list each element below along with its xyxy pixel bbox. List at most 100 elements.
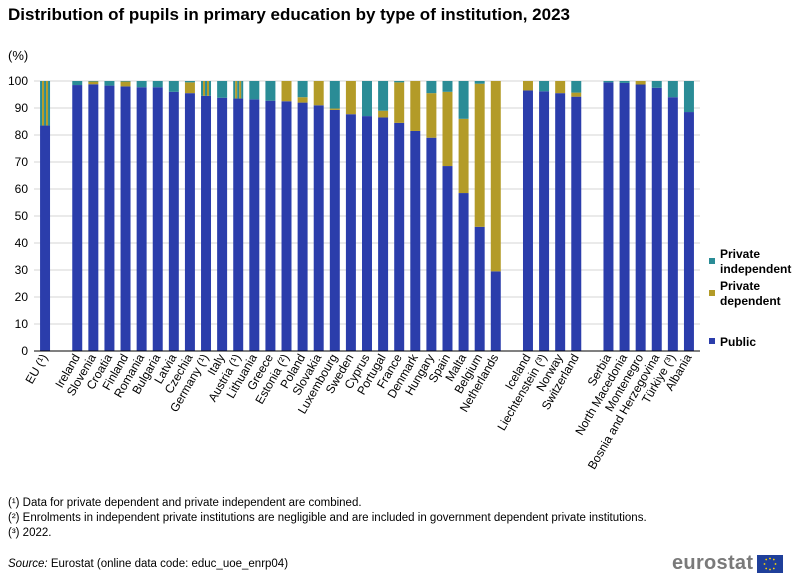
bar-segment-public <box>378 117 389 351</box>
bar-segment-public <box>539 91 550 351</box>
bar-segment-private-combined <box>209 81 212 96</box>
bar-segment-private-dependent <box>281 81 292 102</box>
bar-segment-public <box>522 90 533 351</box>
bar-segment-private-dependent <box>297 97 308 103</box>
bar-segment-public <box>667 97 678 351</box>
y-tick-label: 30 <box>15 263 29 277</box>
bar-segment-public <box>72 85 83 352</box>
bar-segment-private-dependent <box>555 81 566 94</box>
unit-label: (%) <box>8 48 29 63</box>
source-line: Source: Eurostat (online data code: educ… <box>8 558 288 570</box>
bar-segment-public <box>474 226 485 351</box>
y-tick-label: 50 <box>15 209 29 223</box>
bar-segment-public <box>345 114 356 352</box>
bar-segment-private-dependent <box>635 81 646 85</box>
bar-segment-private-independent <box>168 81 179 92</box>
y-tick-label: 90 <box>15 101 29 115</box>
bar-segment-public <box>120 86 131 352</box>
bar-segment-private-combined <box>237 81 240 99</box>
bar-segment-public <box>490 271 501 351</box>
y-tick-label: 60 <box>15 182 29 196</box>
bar-segment-private-dependent <box>458 118 469 194</box>
bar-segment-private-independent <box>651 81 662 88</box>
bar-segment-private-combined <box>201 81 204 96</box>
bar-segment-private-independent <box>683 81 694 113</box>
source-text: Eurostat (online data code: educ_uoe_enr… <box>47 558 289 570</box>
bar-segment-public <box>201 95 212 351</box>
bar-segment-private-dependent <box>442 91 453 167</box>
bar-segment-private-dependent <box>313 81 324 106</box>
bar-segment-private-dependent <box>88 81 99 85</box>
eu-flag-icon <box>757 554 784 573</box>
bar-segment-public <box>555 93 566 352</box>
bar-segment-public <box>249 99 260 351</box>
bar-segment-private-independent <box>474 81 485 84</box>
bar-segment-private-independent <box>329 81 340 109</box>
bar-segment-private-dependent <box>345 81 356 115</box>
bar-segment-public <box>683 112 694 351</box>
bar-segment-public <box>329 109 340 351</box>
footnote-1: (¹) Data for private dependent and priva… <box>8 497 362 509</box>
y-tick-label: 70 <box>15 155 29 169</box>
bar-segment-private-combined <box>42 81 45 126</box>
bar-segment-private-combined <box>203 81 206 96</box>
legend-swatch <box>709 258 715 264</box>
bar-segment-private-combined <box>44 81 47 126</box>
footnote-3: (³) 2022. <box>8 527 52 539</box>
bar-segment-private-dependent <box>378 110 389 118</box>
bar-segment-private-independent <box>619 81 630 83</box>
y-tick-label: 80 <box>15 128 29 142</box>
bar-segment-private-independent <box>104 81 115 86</box>
bar-segment-private-dependent <box>329 108 340 110</box>
bar-segment-public <box>619 82 630 351</box>
bar-segment-private-combined <box>235 81 238 99</box>
y-tick-label: 0 <box>21 344 28 358</box>
bar-segment-private-combined <box>233 81 236 99</box>
y-tick-label: 100 <box>8 74 28 88</box>
bar-segment-public <box>40 125 51 351</box>
legend-label: Private independent <box>720 247 791 276</box>
bar-segment-private-independent <box>539 81 550 92</box>
bar-segment-public <box>410 130 421 351</box>
bar-segment-private-independent <box>120 81 131 82</box>
logo-text: eurostat <box>672 552 754 574</box>
bar-segment-public <box>651 87 662 351</box>
bar-segment-private-independent <box>442 81 453 92</box>
bar-segment-private-dependent <box>120 81 131 87</box>
bar-segment-private-dependent <box>410 81 421 131</box>
legend-label: Private dependent <box>720 279 781 308</box>
bar-segment-public <box>313 105 324 351</box>
bar-segment-private-dependent <box>490 81 501 272</box>
bar-segment-private-independent <box>72 81 83 86</box>
bar-segment-private-dependent <box>522 81 533 91</box>
legend-swatch <box>709 290 715 296</box>
bar-segment-private-independent <box>152 81 163 88</box>
bar-segment-public <box>362 116 372 351</box>
bar-segment-public <box>635 84 646 351</box>
y-tick-label: 20 <box>15 290 29 304</box>
bar-segment-public <box>571 96 582 351</box>
bar-segment-private-dependent <box>571 92 582 97</box>
bar-segment-public <box>233 98 244 351</box>
bar-segment-public <box>152 87 163 352</box>
bar-segment-private-independent <box>88 81 99 82</box>
y-tick-label: 40 <box>15 236 29 250</box>
bar-segment-public <box>184 93 195 352</box>
bar-segment-public <box>104 85 115 351</box>
bar-segment-private-independent <box>184 81 195 83</box>
bar-segment-private-independent <box>667 81 678 98</box>
legend-swatch <box>709 338 715 344</box>
bar-segment-private-independent <box>378 81 389 111</box>
bar-segment-private-independent <box>362 81 372 117</box>
bar-segment-private-independent <box>426 81 437 94</box>
bar-segment-public <box>603 82 614 351</box>
footnote-2: (²) Enrolments in independent private in… <box>8 512 647 524</box>
bar-segment-private-combined <box>239 81 242 99</box>
bar-segment-private-dependent <box>394 82 405 123</box>
bar-segment-private-combined <box>207 81 210 96</box>
bar-segment-public <box>442 166 453 351</box>
bar-segment-private-independent <box>458 81 469 119</box>
bar-segment-private-dependent <box>474 83 485 227</box>
bar-segment-public <box>297 102 308 351</box>
